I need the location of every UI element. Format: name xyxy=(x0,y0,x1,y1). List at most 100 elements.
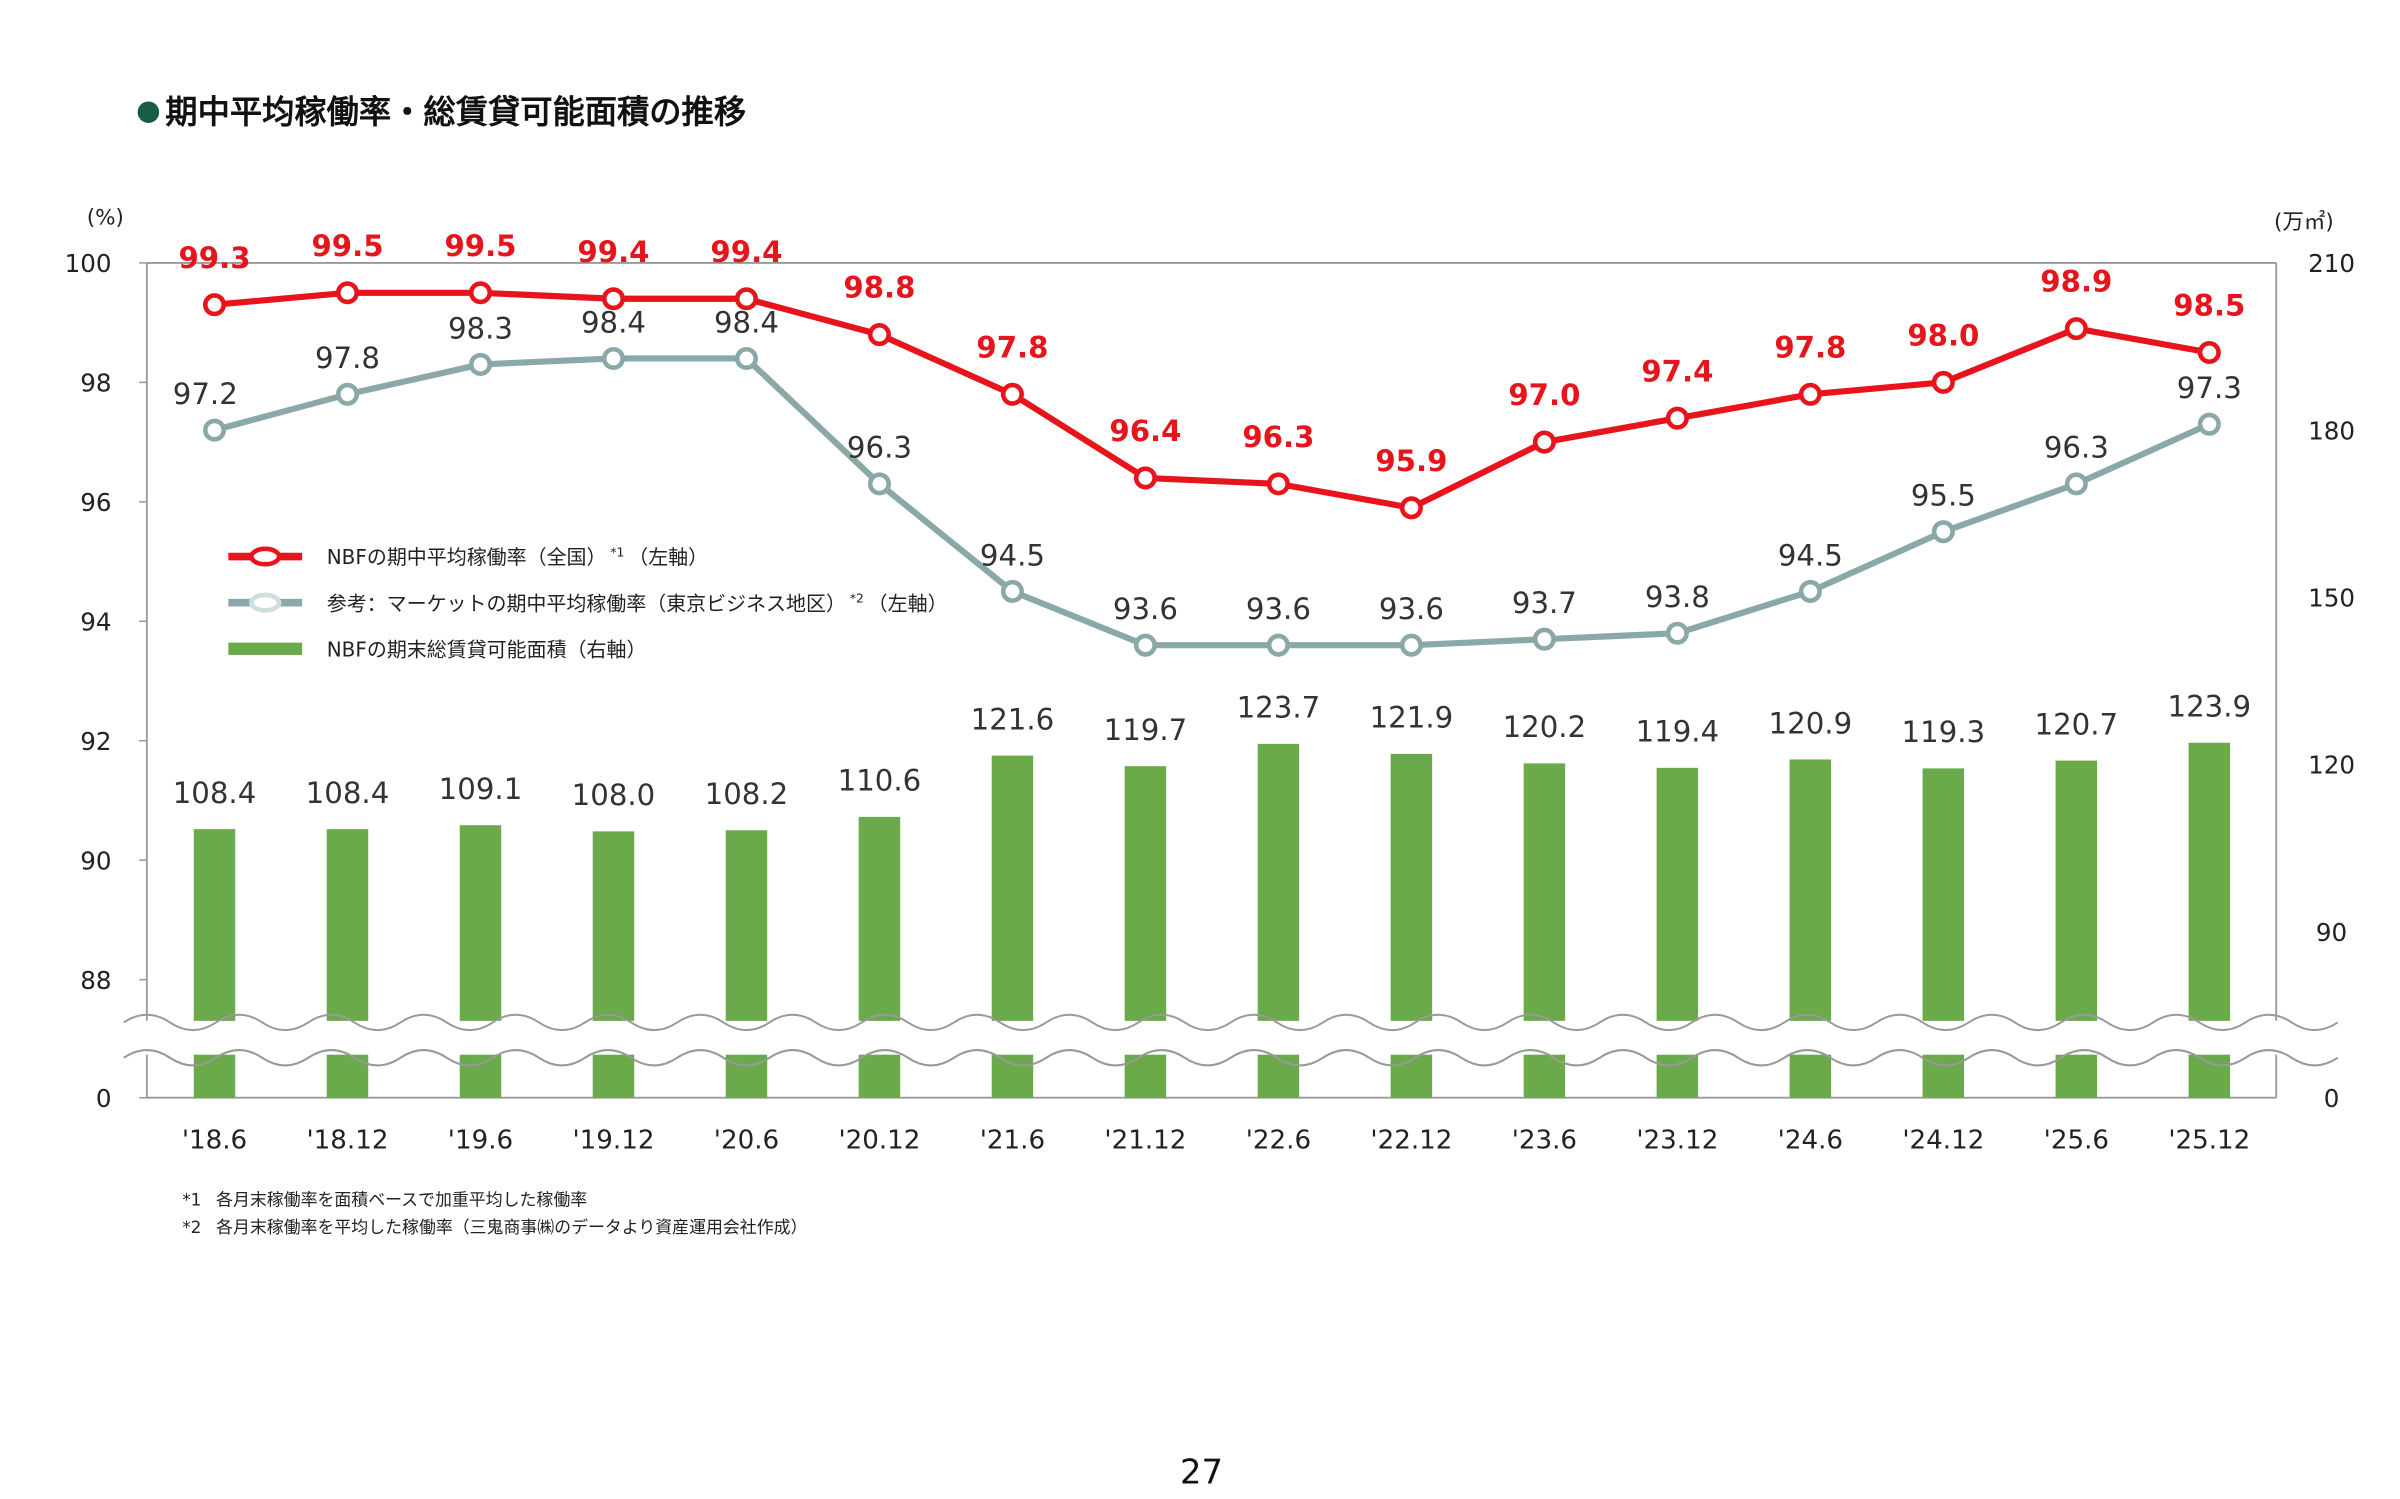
nbf-occupancy-label: 97.8 xyxy=(976,330,1048,364)
left-tick-label: 94 xyxy=(80,608,111,637)
market-occupancy-point xyxy=(1133,633,1157,657)
x-tick-label: '20.6 xyxy=(714,1125,779,1155)
left-tick-label: 98 xyxy=(80,369,111,398)
market-occupancy-point xyxy=(1399,633,1423,657)
x-tick-label: '23.12 xyxy=(1636,1125,1718,1155)
nbf-occupancy-label: 96.4 xyxy=(1109,414,1181,448)
right-tick-label: 210 xyxy=(2308,249,2355,278)
x-tick-label: '21.12 xyxy=(1104,1125,1186,1155)
nbf-occupancy-point xyxy=(335,281,360,305)
market-occupancy-label: 97.3 xyxy=(2177,371,2242,405)
nbf-occupancy-point xyxy=(468,281,493,305)
right-tick-label: 120 xyxy=(2308,751,2355,780)
market-occupancy-label: 98.4 xyxy=(581,305,646,339)
area-bar-label: 120.2 xyxy=(1503,710,1587,744)
axis-break-line xyxy=(123,1013,2339,1032)
area-bar xyxy=(193,829,236,1098)
nbf-occupancy-label: 95.9 xyxy=(1375,444,1447,478)
area-bar-label: 121.9 xyxy=(1370,701,1454,735)
nbf-occupancy-point xyxy=(1931,370,1955,394)
area-bar-label: 109.1 xyxy=(439,772,523,806)
area-bar-label: 123.7 xyxy=(1237,691,1321,725)
market-legend-marker-icon xyxy=(249,592,282,613)
market-occupancy-label: 93.7 xyxy=(1512,586,1577,620)
market-occupancy-point xyxy=(335,382,360,406)
x-tick-label: '23.6 xyxy=(1512,1125,1577,1155)
right-tick-label: 150 xyxy=(2308,584,2355,613)
x-tick-label: '22.6 xyxy=(1246,1125,1311,1155)
legend: NBFの期中平均稼働率（全国） *1 （左軸） 参考：マーケットの期中平均稼働率（… xyxy=(228,545,948,661)
market-occupancy-label: 94.5 xyxy=(980,538,1045,572)
market-occupancy-label: 93.6 xyxy=(1246,592,1311,626)
footnote-mark: *2 xyxy=(182,1217,201,1237)
market-occupancy-label: 93.6 xyxy=(1113,592,1178,626)
left-tick-label: 100 xyxy=(65,249,112,278)
right-tick-label: 180 xyxy=(2308,416,2355,445)
left-tick-label: 0 xyxy=(96,1084,112,1113)
market-occupancy-point xyxy=(1000,579,1024,603)
left-tick-label: 90 xyxy=(80,846,111,875)
market-occupancy-point xyxy=(1266,633,1290,657)
axis-break-line xyxy=(123,1049,2339,1067)
nbf-occupancy-point xyxy=(1133,466,1157,490)
nbf-occupancy-point xyxy=(2197,340,2221,365)
market-occupancy-point xyxy=(1532,627,1556,651)
nbf-occupancy-point xyxy=(1399,496,1423,520)
market-occupancy-label: 96.3 xyxy=(2044,431,2109,465)
nbf-occupancy-point xyxy=(1532,430,1556,454)
right-tick-label: 0 xyxy=(2324,1084,2340,1113)
area-bar-label: 108.2 xyxy=(705,777,789,811)
area-bar-label: 123.9 xyxy=(2168,690,2252,724)
market-occupancy-point xyxy=(1931,520,1955,544)
market-occupancy-point xyxy=(2197,412,2221,436)
page-number: 27 xyxy=(1180,1453,1223,1492)
nbf-occupancy-point xyxy=(2064,317,2088,341)
footnote-text: 各月末稼働率を平均した稼働率（三鬼商事㈱のデータより資産運用会社作成） xyxy=(216,1217,807,1237)
area-bar xyxy=(725,830,768,1098)
nbf-occupancy-label: 99.5 xyxy=(311,229,383,263)
title-bullet-icon xyxy=(137,101,160,123)
market-occupancy-label: 96.3 xyxy=(847,431,912,465)
area-bar-label: 120.9 xyxy=(1769,706,1853,740)
market-legend-label: 参考：マーケットの期中平均稼働率（東京ビジネス地区） *2 （左軸） xyxy=(327,591,948,615)
x-tick-label: '24.12 xyxy=(1902,1125,1984,1155)
nbf-occupancy-label: 98.0 xyxy=(1907,318,1979,352)
area-legend-swatch-icon xyxy=(228,642,303,655)
nbf-legend-label: NBFの期中平均稼働率（全国） *1 （左軸） xyxy=(327,545,708,569)
area-bar xyxy=(326,829,369,1098)
x-tick-label: '20.12 xyxy=(838,1125,920,1155)
market-occupancy-label: 95.5 xyxy=(1911,479,1976,513)
nbf-occupancy-label: 99.3 xyxy=(178,241,250,275)
market-occupancy-label: 93.8 xyxy=(1645,580,1710,614)
market-occupancy-point xyxy=(2064,472,2088,496)
nbf-legend-marker-icon xyxy=(249,546,282,567)
area-bar-label: 120.7 xyxy=(2035,707,2119,741)
nbf-occupancy-label: 98.8 xyxy=(843,271,915,305)
area-legend-label: NBFの期末総賃貸可能面積（右軸） xyxy=(327,637,647,661)
market-occupancy-point xyxy=(1665,621,1689,645)
nbf-occupancy-label: 98.9 xyxy=(2040,265,2112,299)
nbf-occupancy-point xyxy=(1798,382,1822,406)
area-bar-label: 119.7 xyxy=(1104,713,1188,747)
x-tick-label: '19.6 xyxy=(448,1125,513,1155)
nbf-occupancy-label: 99.4 xyxy=(577,235,649,269)
footnotes: *1 各月末稼働率を面積ベースで加重平均した稼働率 *2 各月末稼働率を平均した稼働率… xyxy=(182,1189,807,1237)
nbf-occupancy-point xyxy=(202,293,227,317)
market-occupancy-label: 94.5 xyxy=(1778,538,1843,572)
market-occupancy-label: 98.4 xyxy=(714,305,779,339)
market-occupancy-label: 98.3 xyxy=(448,311,513,345)
area-bar-label: 108.4 xyxy=(173,776,257,810)
nbf-occupancy-label: 97.0 xyxy=(1508,378,1580,412)
right-axis-unit: (万㎡) xyxy=(2274,209,2334,235)
x-tick-label: '18.12 xyxy=(306,1125,388,1155)
market-occupancy-point xyxy=(1798,579,1822,603)
market-occupancy-line xyxy=(213,355,2211,649)
x-tick-label: '25.12 xyxy=(2168,1125,2250,1155)
x-tick-label: '24.6 xyxy=(1778,1125,1843,1155)
right-tick-label: 90 xyxy=(2316,918,2347,947)
nbf-occupancy-point xyxy=(1665,406,1689,430)
nbf-occupancy-label: 96.3 xyxy=(1242,420,1314,454)
market-occupancy-label: 97.8 xyxy=(315,341,380,375)
left-tick-label: 92 xyxy=(80,727,111,756)
